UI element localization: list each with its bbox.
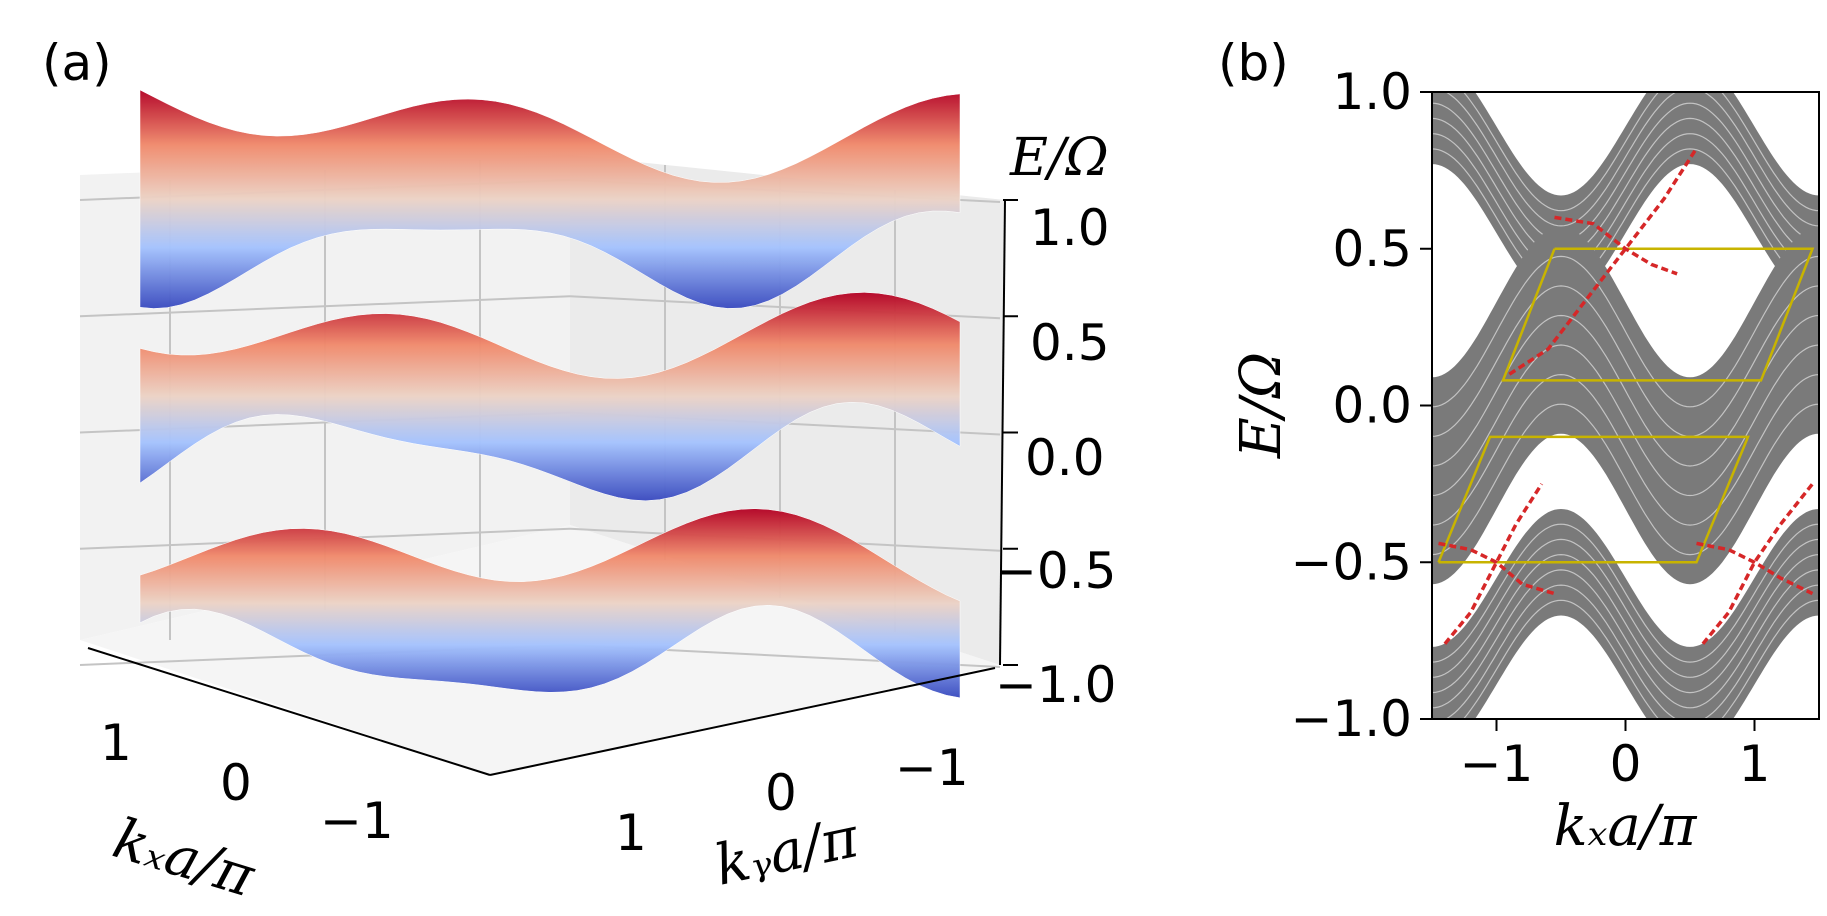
bulk-middle-subband-0 (1432, 403, 1819, 556)
edge-up-b (1508, 147, 1698, 376)
edge-lo-left-a (1438, 541, 1555, 596)
bulk-upper-subband-1 (1432, 133, 1819, 273)
x-tick-label-0: 1 (100, 714, 132, 772)
z-tick-label-3: −0.5 (995, 542, 1116, 600)
z-tick-label-0: 1.0 (1030, 199, 1110, 257)
y-tick-label-b-4: −1.0 (1291, 690, 1412, 748)
bulk-upper-subband-3 (1432, 102, 1819, 242)
x-tick-label-2: −1 (320, 792, 394, 850)
bulk-middle-subband-3 (1432, 314, 1819, 467)
edge-lo-right-a (1696, 541, 1814, 596)
surface-bands (139, 89, 961, 699)
bulk-middle-subband-5 (1432, 255, 1819, 408)
bulk-lower-subband-1 (1444, 584, 1819, 719)
x-tick-label-b-2: 1 (1739, 735, 1771, 793)
bulk-lower-subband-0 (1462, 599, 1819, 719)
edge-lo-right-b (1701, 482, 1814, 645)
bulk-upper-subband-5 (1462, 92, 1819, 212)
y-tick-label-b-3: −0.5 (1291, 533, 1412, 591)
z-axis-line (999, 199, 1006, 666)
y-tick-label-b-0: 1.0 (1332, 63, 1412, 121)
edge-up-a (1554, 215, 1678, 276)
frame-upper (1501, 247, 1815, 382)
y-axis-line (489, 667, 996, 776)
bulk-middle-subband-2 (1432, 344, 1819, 497)
x-tick-label-b-0: −1 (1460, 735, 1534, 793)
y-axis-label: kᵧa/π (709, 805, 865, 899)
bulk-lower-subband-3 (1432, 553, 1819, 694)
bulk-lower-subband-4 (1432, 538, 1819, 678)
bulk-middle-subband-4 (1432, 285, 1819, 438)
surface-band-lower (139, 508, 961, 699)
frame-lower (1437, 435, 1750, 564)
edge-lo-left-b (1443, 482, 1544, 645)
x-axis-label-b: kₓa/π (1554, 794, 1698, 859)
panel-label-a: (a) (42, 34, 112, 92)
surface-band-upper (139, 89, 961, 309)
plot-content (1432, 92, 1819, 719)
z-tick-label-1: 0.5 (1030, 314, 1110, 372)
y-tick-label-2: −1 (895, 739, 969, 797)
bulk-lower-subband-5 (1432, 523, 1819, 663)
y-tick-label-1: 0 (765, 764, 797, 822)
y-tick-label-0: 1 (615, 804, 647, 862)
bulk-lower-subband-2 (1432, 569, 1819, 709)
surface-band-middle (139, 292, 961, 501)
bulk-upper-subband-2 (1432, 117, 1819, 258)
panel-label-b: (b) (1218, 34, 1289, 92)
x-axis-label: kₓa/π (106, 806, 263, 910)
y-axis-label-b: E/Ω (1229, 352, 1294, 459)
bulk-upper-subband-0 (1432, 148, 1819, 288)
bulk-upper-subband-4 (1444, 92, 1819, 227)
y-tick-label-b-1: 0.5 (1332, 220, 1412, 278)
x-tick-label-b-1: 0 (1610, 735, 1642, 793)
z-tick-label-2: 0.0 (1025, 429, 1105, 487)
y-tick-label-b-2: 0.0 (1332, 377, 1412, 435)
panel-a-3d-surface: 1.0 0.5 0.0 −0.5 −1.0 E/Ω 1 0 −1 kₓa/π 1… (79, 89, 1116, 911)
grid-line-z-left-1 (79, 295, 571, 318)
z-tick-label-4: −1.0 (995, 656, 1116, 714)
x-tick-label-1: 0 (220, 754, 252, 812)
bulk-middle-subband-1 (1432, 373, 1819, 526)
z-axis-label: E/Ω (1009, 128, 1109, 188)
panel-b-band-structure: 1.0 0.5 0.0 −0.5 −1.0 −1 0 1 E/Ω kₓa/π (1229, 63, 1820, 859)
x-axis-line (87, 647, 491, 776)
